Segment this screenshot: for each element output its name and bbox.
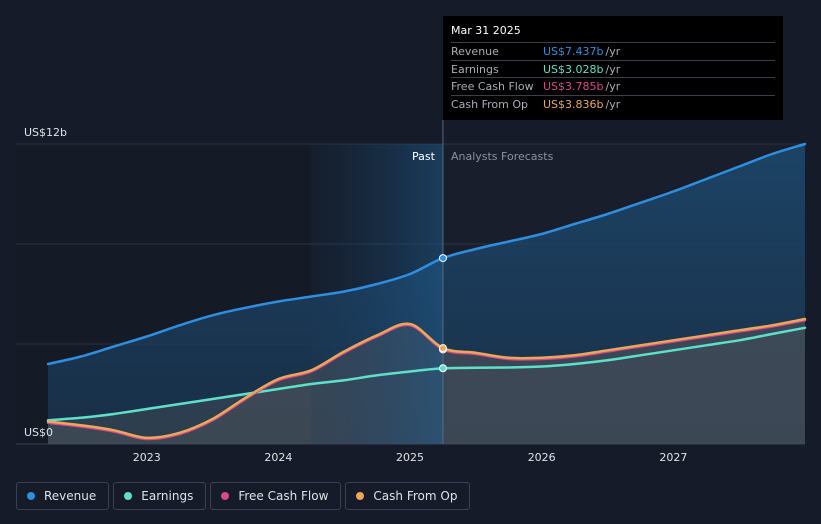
x-tick-label: 2026 xyxy=(528,451,556,464)
x-tick-label: 2025 xyxy=(396,451,424,464)
tooltip: Mar 31 2025 Revenue US$7.437b /yr Earnin… xyxy=(443,16,783,120)
y-top-label: US$12b xyxy=(24,126,67,139)
tooltip-unit: /yr xyxy=(605,97,621,111)
legend-item-revenue[interactable]: Revenue xyxy=(16,482,110,510)
legend-label: Free Cash Flow xyxy=(238,489,329,503)
cash-from-op-line xyxy=(46,317,807,440)
x-axis-ticks: 2023 2024 2025 2026 2027 xyxy=(133,451,688,464)
tooltip-label: Free Cash Flow xyxy=(451,80,534,93)
tooltip-unit: /yr xyxy=(605,80,621,93)
tooltip-row-earnings: Earnings US$3.028b /yr xyxy=(451,59,775,78)
x-tick-label: 2023 xyxy=(133,451,161,464)
cash-from-op-marker xyxy=(438,344,447,353)
tooltip-unit: /yr xyxy=(605,62,621,76)
past-label: Past xyxy=(412,150,436,163)
hover-markers xyxy=(438,254,447,373)
forecast-label: Analysts Forecasts xyxy=(451,150,554,163)
x-tick-label: 2024 xyxy=(264,451,292,464)
tooltip-label: Revenue xyxy=(451,45,499,58)
legend-item-free-cash-flow[interactable]: Free Cash Flow xyxy=(210,482,342,510)
y-bottom-label: US$0 xyxy=(24,426,53,439)
tooltip-date: Mar 31 2025 xyxy=(451,24,521,37)
tooltip-row-revenue: Revenue US$7.437b /yr xyxy=(451,42,775,60)
earnings-line xyxy=(46,326,807,422)
legend-item-cash-from-op[interactable]: Cash From Op xyxy=(345,482,471,510)
series-lines xyxy=(46,142,807,441)
revenue-line xyxy=(46,142,807,366)
tooltip-label: Earnings xyxy=(451,62,499,76)
tooltip-unit: /yr xyxy=(605,45,621,58)
tooltip-value: US$3.785b xyxy=(543,80,604,93)
x-tick-label: 2027 xyxy=(659,451,687,464)
tooltip-value: US$3.836b xyxy=(543,97,604,111)
earnings-marker xyxy=(438,364,447,373)
legend-label: Revenue xyxy=(44,489,97,503)
legend-label: Earnings xyxy=(141,489,194,503)
legend-item-earnings[interactable]: Earnings xyxy=(113,482,207,510)
revenue-marker xyxy=(438,254,447,263)
tooltip-value: US$3.028b xyxy=(543,62,604,76)
earnings-dot-icon xyxy=(124,492,133,500)
free-cash-flow-dot-icon xyxy=(221,492,230,500)
legend: Revenue Earnings Free Cash Flow Cash Fro… xyxy=(16,482,471,512)
tooltip-label: Cash From Op xyxy=(451,97,529,111)
tooltip-row-free-cash-flow: Free Cash Flow US$3.785b /yr xyxy=(451,77,775,95)
chart: Past Analysts Forecasts US$12b US$0 2023… xyxy=(16,120,807,464)
tooltip-value: US$7.437b xyxy=(543,45,604,58)
tooltip-row-cash-from-op: Cash From Op US$3.836b /yr xyxy=(451,94,775,113)
legend-label: Cash From Op xyxy=(373,489,458,503)
revenue-dot-icon xyxy=(27,492,35,500)
cash-from-op-dot-icon xyxy=(356,492,365,500)
